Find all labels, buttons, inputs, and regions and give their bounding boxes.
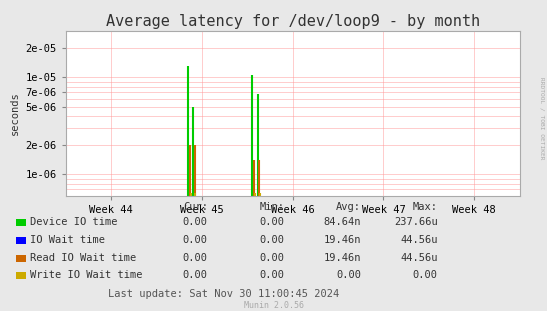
- Text: 0.00: 0.00: [259, 253, 284, 262]
- Text: 0.00: 0.00: [183, 235, 208, 245]
- Text: 44.56u: 44.56u: [400, 235, 438, 245]
- Text: 19.46n: 19.46n: [323, 235, 361, 245]
- Y-axis label: seconds: seconds: [10, 92, 20, 135]
- Text: Cur:: Cur:: [183, 202, 208, 212]
- Text: Write IO Wait time: Write IO Wait time: [30, 270, 143, 280]
- Text: Read IO Wait time: Read IO Wait time: [30, 253, 136, 262]
- Text: 44.56u: 44.56u: [400, 253, 438, 262]
- Text: Munin 2.0.56: Munin 2.0.56: [243, 301, 304, 310]
- Text: IO Wait time: IO Wait time: [30, 235, 105, 245]
- Text: 0.00: 0.00: [183, 253, 208, 262]
- Text: Max:: Max:: [412, 202, 438, 212]
- Text: 0.00: 0.00: [183, 217, 208, 227]
- Text: 0.00: 0.00: [183, 270, 208, 280]
- Text: Device IO time: Device IO time: [30, 217, 118, 227]
- Text: 0.00: 0.00: [336, 270, 361, 280]
- Text: 0.00: 0.00: [259, 217, 284, 227]
- Text: Avg:: Avg:: [336, 202, 361, 212]
- Title: Average latency for /dev/loop9 - by month: Average latency for /dev/loop9 - by mont…: [106, 14, 480, 29]
- Text: 237.66u: 237.66u: [394, 217, 438, 227]
- Text: 0.00: 0.00: [412, 270, 438, 280]
- Text: Last update: Sat Nov 30 11:00:45 2024: Last update: Sat Nov 30 11:00:45 2024: [108, 289, 339, 299]
- Text: Min:: Min:: [259, 202, 284, 212]
- Text: 0.00: 0.00: [259, 235, 284, 245]
- Text: 19.46n: 19.46n: [323, 253, 361, 262]
- Text: 0.00: 0.00: [259, 270, 284, 280]
- Text: 84.64n: 84.64n: [323, 217, 361, 227]
- Text: RRDTOOL / TOBI OETIKER: RRDTOOL / TOBI OETIKER: [539, 77, 544, 160]
